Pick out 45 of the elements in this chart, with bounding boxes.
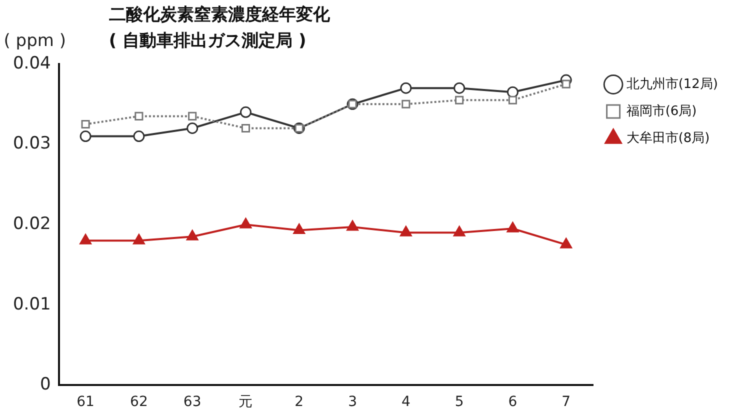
point (455, 96, 464, 104)
x-tick-label: 7 (562, 394, 571, 410)
point (241, 124, 250, 133)
point (240, 218, 252, 228)
x-tick-label: 3 (348, 394, 357, 410)
point (240, 106, 252, 118)
point (506, 222, 519, 232)
x-tick-label: 2 (294, 394, 304, 410)
point (81, 120, 90, 129)
legend-label: 大牟田市(8局) (626, 130, 710, 146)
point (80, 130, 92, 142)
point (293, 223, 306, 234)
legend-label: 北九州市(12局) (626, 76, 718, 92)
point (560, 238, 572, 248)
point (133, 130, 145, 142)
x-tick-label: 61 (76, 394, 94, 410)
y-tick-label: 0.01 (12, 294, 51, 314)
x-tick-label: 6 (508, 394, 518, 410)
point (188, 112, 197, 120)
point (508, 96, 518, 104)
y-axis-title: ( ppm ) (4, 30, 66, 51)
point (186, 230, 198, 240)
y-tick-label: 0.04 (12, 53, 51, 74)
x-tick-label: 元 (238, 394, 253, 410)
y-tick-label: 0.02 (12, 214, 51, 234)
y-tick-label: 0 (40, 374, 51, 395)
x-tick-label: 63 (183, 394, 202, 410)
point (402, 100, 410, 108)
point (80, 234, 92, 244)
point (134, 112, 144, 120)
x-tick-label: 4 (401, 394, 410, 410)
point (400, 82, 412, 94)
legend-label: 福岡市(6局) (626, 104, 697, 119)
y-tick-label: 0.03 (12, 134, 51, 154)
point (454, 82, 466, 94)
point (133, 234, 145, 244)
point (346, 220, 358, 231)
chart-subtitle: ( 自動車排出ガス測定局 ) (108, 30, 306, 51)
point (562, 80, 570, 88)
x-tick-label: 62 (130, 394, 148, 410)
x-tick-label: 5 (454, 394, 464, 410)
point (186, 122, 198, 134)
point (453, 226, 466, 236)
chart-title: 二酸化炭素窒素濃度経年変化 (108, 4, 331, 25)
point (400, 226, 412, 236)
